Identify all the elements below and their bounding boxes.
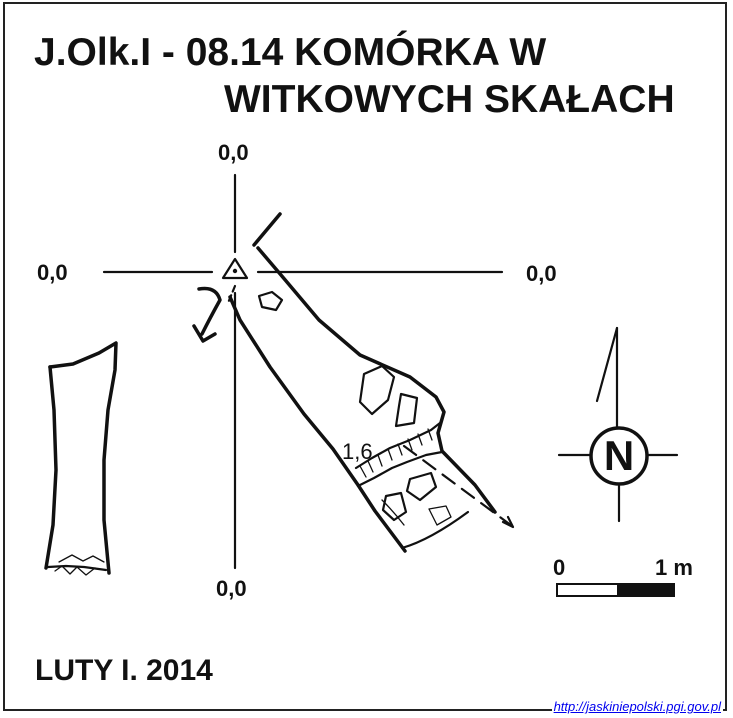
survey-date: LUTY I. 2014	[35, 654, 213, 687]
cave-boulders	[257, 290, 452, 526]
coordinate-bottom: 0,0	[216, 576, 247, 601]
cross-section-profile	[44, 341, 118, 576]
survey-station-icon	[221, 257, 249, 280]
coordinate-axes	[102, 173, 504, 570]
coordinate-top: 0,0	[218, 140, 249, 165]
scale-bar	[556, 583, 675, 597]
cave-title: J.Olk.I - 08.14 KOMÓRKA W	[34, 31, 547, 74]
depth-label: 1,6	[342, 439, 373, 464]
survey-line	[226, 284, 515, 529]
inner-boundary	[356, 450, 444, 526]
scale-end-label: 1 m	[655, 555, 693, 580]
north-label: N	[604, 432, 634, 479]
cave-outline	[228, 212, 497, 553]
coordinate-right: 0,0	[526, 261, 557, 286]
scale-start-label: 0	[553, 555, 566, 580]
source-link[interactable]: http://jaskiniepolski.pgi.gov.pl	[551, 699, 723, 714]
cave-title-continued: WITKOWYCH SKAŁACH	[224, 78, 675, 121]
north-compass-icon	[557, 326, 679, 523]
ledge-hatch	[354, 421, 442, 478]
entrance-arrow-icon	[192, 286, 222, 343]
coordinate-left: 0,0	[37, 260, 68, 285]
